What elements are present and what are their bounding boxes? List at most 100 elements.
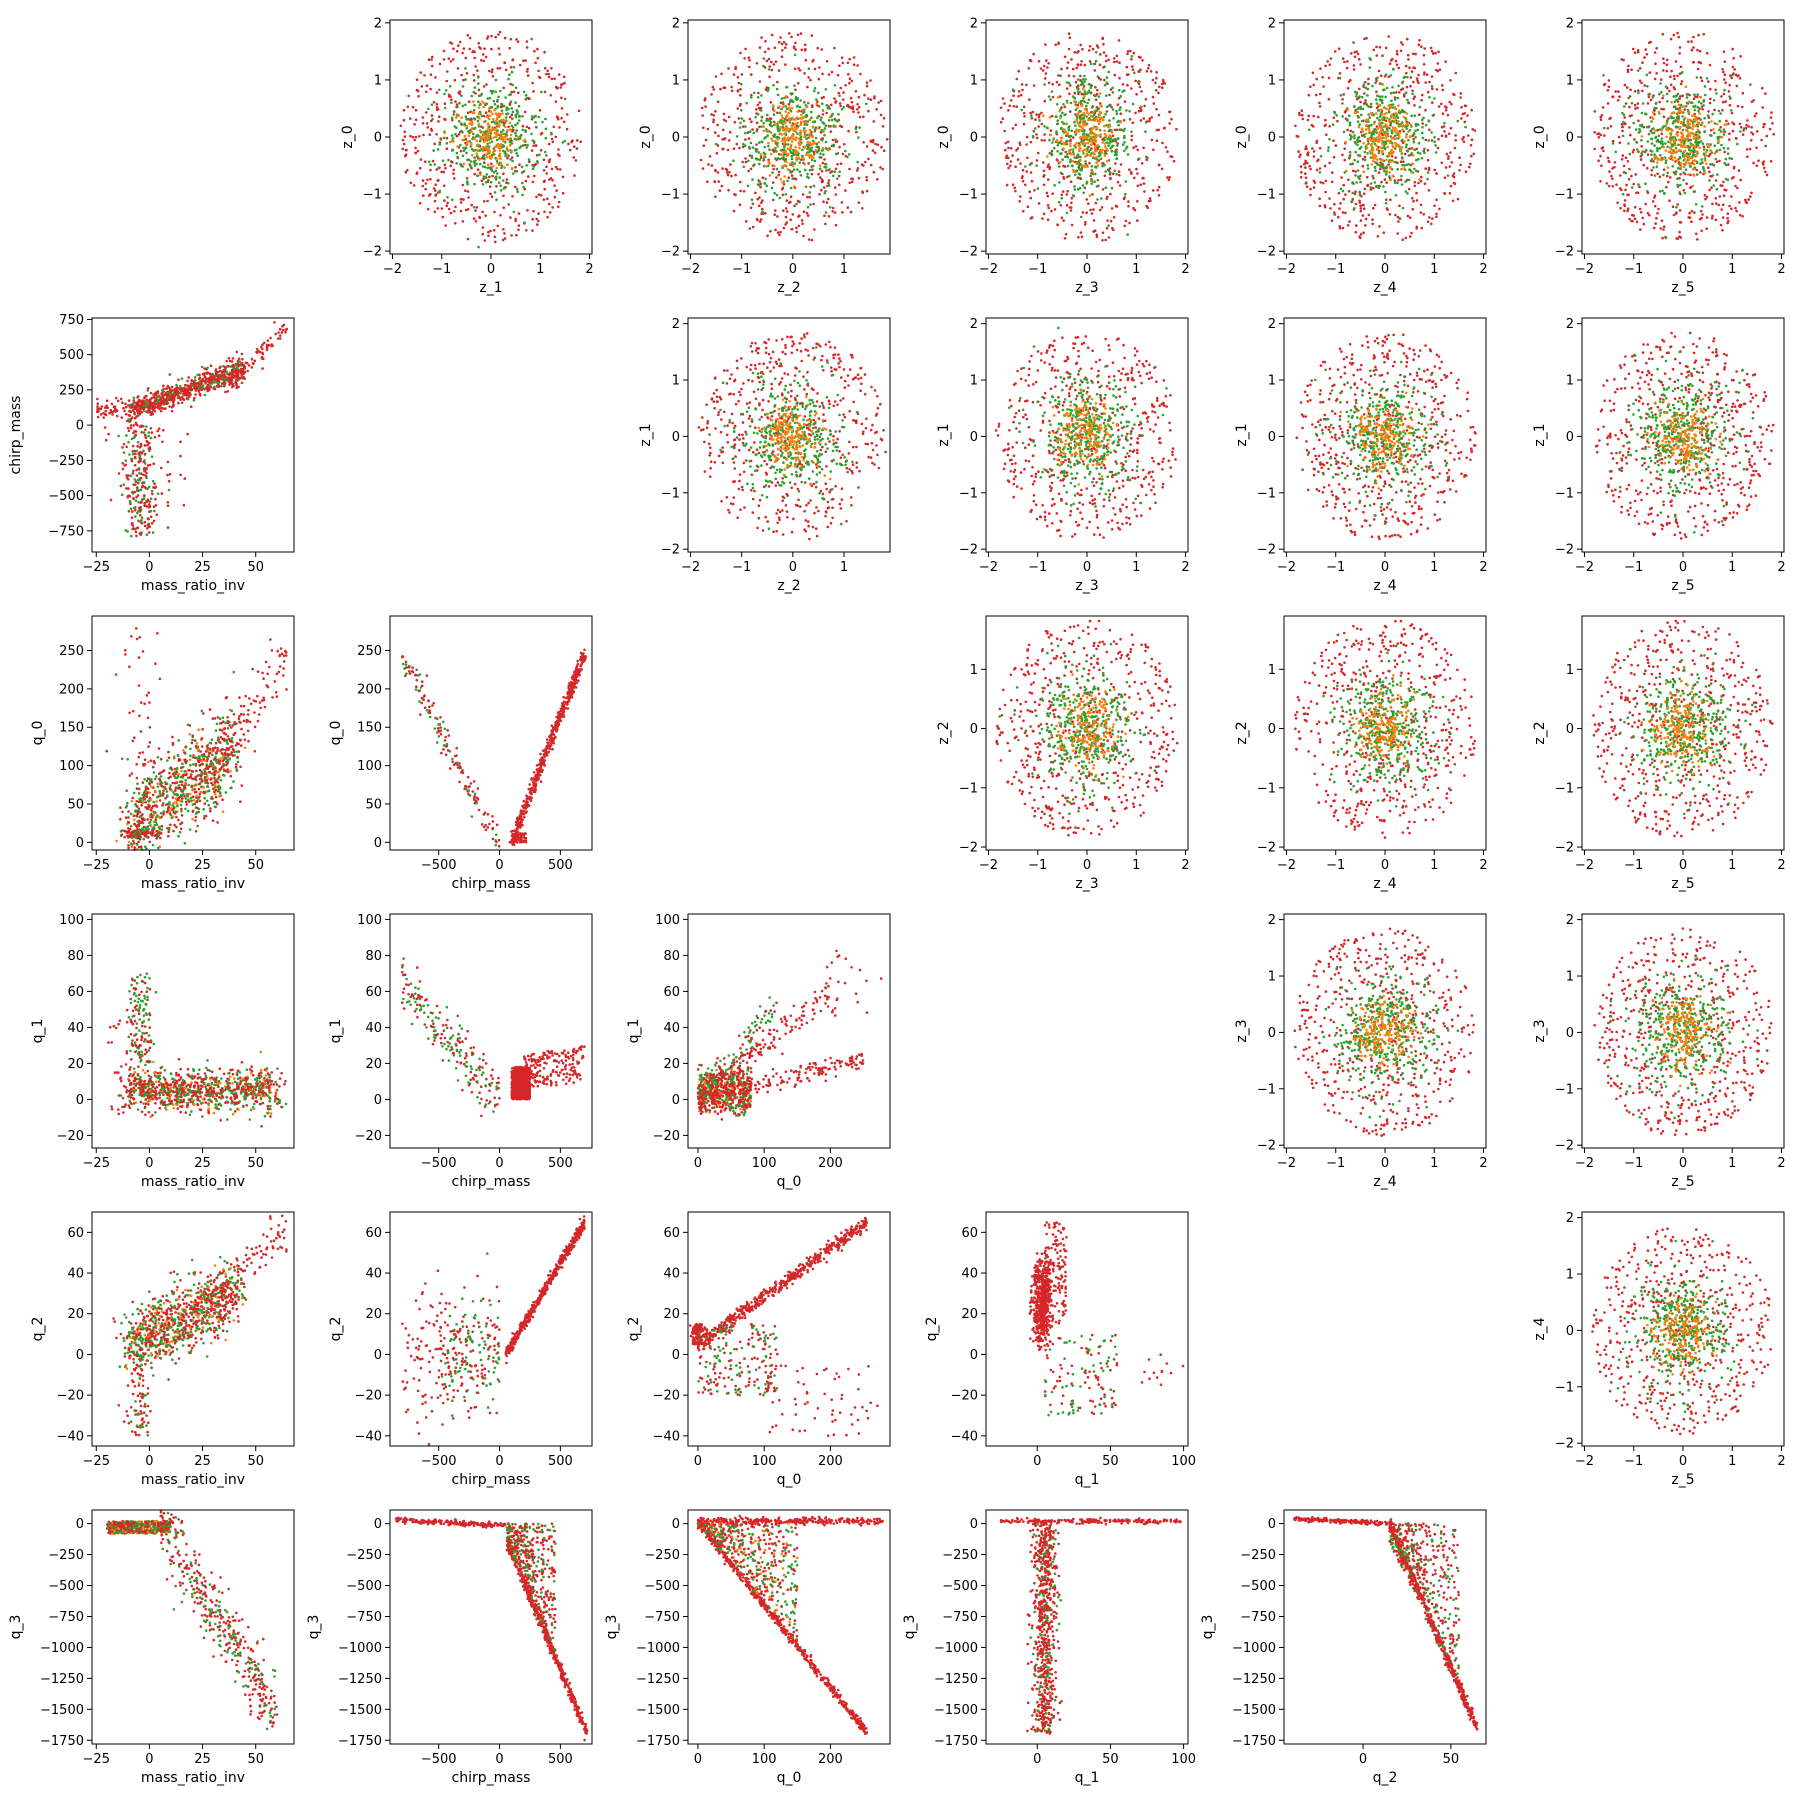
scatter-point: [530, 38, 533, 41]
scatter-point: [788, 107, 791, 110]
scatter-point: [1334, 50, 1337, 53]
scatter-point: [811, 34, 814, 37]
scatter-point: [1646, 53, 1649, 56]
scatter-point: [779, 231, 782, 234]
scatter-point: [1114, 162, 1117, 165]
scatter-point: [835, 224, 838, 227]
scatter-point: [1446, 153, 1449, 156]
scatter-point: [1354, 174, 1357, 177]
scatter-point: [1435, 199, 1438, 202]
scatter-point: [1380, 146, 1383, 149]
scatter-point: [1432, 114, 1435, 117]
scatter-point: [469, 48, 472, 51]
scatter-point: [1116, 55, 1119, 58]
scatter-point: [422, 194, 425, 197]
scatter-point: [1082, 112, 1085, 115]
scatter-point: [1394, 179, 1397, 182]
scatter-point: [1122, 83, 1125, 86]
scatter-point: [1349, 121, 1352, 124]
scatter-point: [816, 127, 819, 130]
scatter-point: [800, 123, 803, 126]
scatter-point: [1411, 197, 1414, 200]
scatter-point: [1133, 72, 1136, 75]
scatter-point: [1317, 158, 1320, 161]
scatter-point: [1129, 50, 1132, 53]
scatter-point: [1106, 76, 1109, 79]
scatter-point: [1381, 118, 1384, 121]
scatter-point: [760, 218, 763, 221]
scatter-point: [741, 161, 744, 164]
scatter-point: [1048, 139, 1051, 142]
scatter-point: [732, 159, 735, 162]
scatter-point: [799, 161, 802, 164]
scatter-point: [721, 185, 724, 188]
scatter-point: [714, 131, 717, 134]
scatter-point: [1068, 125, 1071, 128]
scatter-point: [1381, 113, 1384, 116]
scatter-point: [1691, 210, 1694, 213]
scatter-point: [440, 138, 443, 141]
scatter-point: [515, 234, 518, 237]
scatter-point: [797, 105, 800, 108]
scatter-point: [1685, 105, 1688, 108]
scatter-point: [531, 218, 534, 221]
scatter-point: [518, 147, 521, 150]
scatter-point: [551, 138, 554, 141]
scatter-point: [1077, 188, 1080, 191]
scatter-point: [1092, 111, 1095, 114]
scatter-point: [809, 79, 812, 82]
scatter-point: [1346, 60, 1349, 63]
scatter-point: [1090, 140, 1093, 143]
scatter-point: [452, 169, 455, 172]
scatter-point: [1090, 111, 1093, 114]
scatter-point: [1090, 92, 1093, 95]
scatter-point: [1050, 129, 1053, 132]
scatter-point: [1319, 67, 1322, 70]
x-tick-label: 2: [585, 262, 593, 277]
scatter-point: [750, 142, 753, 145]
scatter-point: [816, 47, 819, 50]
scatter-point: [1353, 68, 1356, 71]
scatter-point: [858, 126, 861, 129]
scatter-point: [1756, 165, 1759, 168]
scatter-point: [717, 180, 720, 183]
scatter-point: [768, 68, 771, 71]
scatter-point: [789, 201, 792, 204]
scatter-point: [832, 207, 835, 210]
scatter-point: [1722, 71, 1725, 74]
scatter-point: [1060, 68, 1063, 71]
scatter-point: [791, 124, 794, 127]
scatter-point: [1082, 119, 1085, 122]
scatter-point: [450, 102, 453, 105]
scatter-point: [483, 85, 486, 88]
scatter-point: [1073, 121, 1076, 124]
scatter-point: [579, 141, 582, 144]
scatter-point: [1093, 63, 1096, 66]
scatter-point: [1440, 103, 1443, 106]
scatter-point: [545, 73, 548, 76]
scatter-point: [1069, 142, 1072, 145]
scatter-point: [404, 135, 407, 138]
scatter-point: [795, 203, 798, 206]
scatter-point: [882, 125, 885, 128]
scatter-point: [1715, 179, 1718, 182]
scatter-point: [1082, 211, 1085, 214]
scatter-point: [491, 113, 494, 116]
scatter-point: [1161, 86, 1164, 89]
scatter-point: [462, 105, 465, 108]
scatter-point: [1624, 205, 1627, 208]
scatter-point: [483, 115, 486, 118]
scatter-point: [1009, 105, 1012, 108]
scatter-point: [1360, 219, 1363, 222]
scatter-point: [1099, 117, 1102, 120]
scatter-point: [791, 107, 794, 110]
scatter-point: [799, 69, 802, 72]
scatter-point: [490, 48, 493, 51]
scatter-point: [1051, 154, 1054, 157]
x-tick-label: −1: [732, 262, 751, 277]
scatter-point: [873, 95, 876, 98]
scatter-point: [1369, 131, 1372, 134]
scatter-points: [1593, 32, 1775, 241]
scatter-point: [1065, 131, 1068, 134]
scatter-point: [781, 133, 784, 136]
